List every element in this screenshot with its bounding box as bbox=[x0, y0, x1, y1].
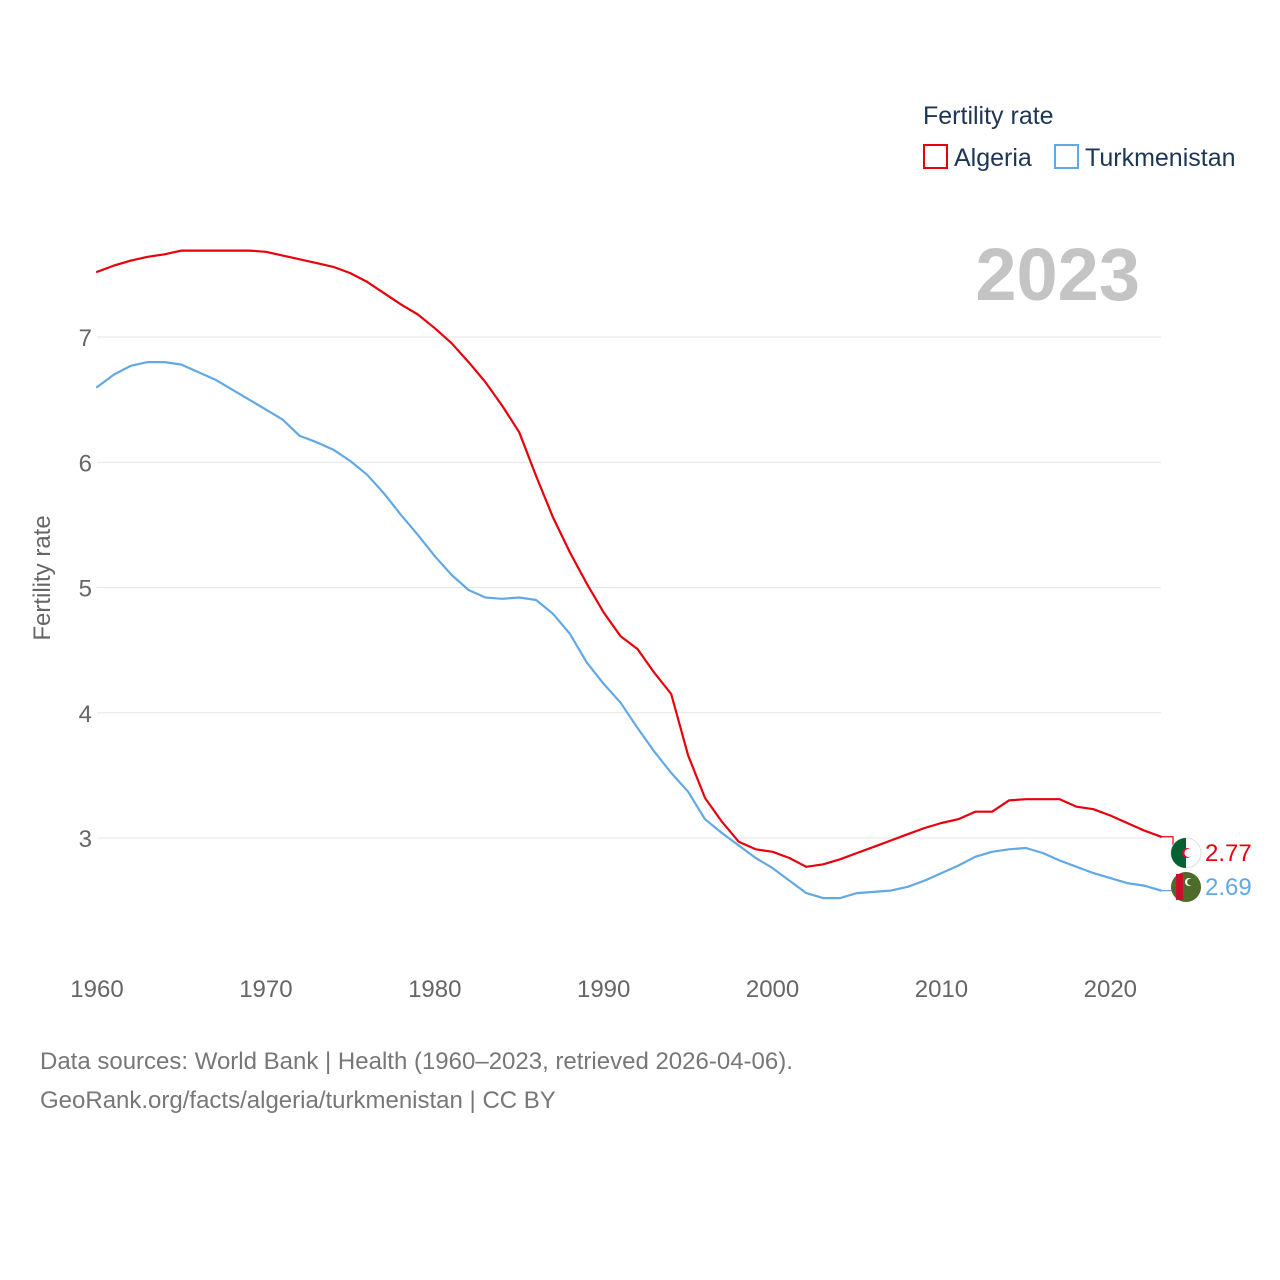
y-axis-ticks: 3 4 5 6 7 bbox=[79, 325, 92, 853]
legend-title: Fertility rate bbox=[923, 102, 1054, 130]
footer: Data sources: World Bank | Health (1960–… bbox=[40, 1042, 793, 1120]
turkmenistan-crescent-cut bbox=[1187, 878, 1194, 886]
turkmenistan-flag-band bbox=[1176, 874, 1183, 900]
series-line-turkmenistan[interactable] bbox=[95, 361, 1163, 900]
y-axis-title: Fertility rate bbox=[29, 515, 56, 640]
legend-label-algeria[interactable]: Algeria bbox=[954, 144, 1032, 172]
series-lines bbox=[95, 249, 1163, 900]
turkmenistan-flag-icon bbox=[1171, 872, 1201, 902]
legend-label-turkmenistan[interactable]: Turkmenistan bbox=[1085, 144, 1236, 172]
source-note: Data sources: World Bank | Health (1960–… bbox=[40, 1048, 793, 1075]
y-tick-label-4: 4 bbox=[79, 701, 92, 728]
year-watermark: 2023 bbox=[975, 233, 1140, 316]
legend-swatch-turkmenistan[interactable] bbox=[1054, 144, 1079, 169]
x-tick-label-2000: 2000 bbox=[746, 976, 799, 1003]
gridlines bbox=[97, 336, 1161, 839]
algeria-flag-green bbox=[1171, 838, 1186, 868]
x-tick-label-1960: 1960 bbox=[70, 976, 123, 1003]
y-tick-label-6: 6 bbox=[79, 450, 92, 477]
x-tick-label-2020: 2020 bbox=[1084, 976, 1137, 1003]
x-tick-label-1990: 1990 bbox=[577, 976, 630, 1003]
legend-swatch-algeria[interactable] bbox=[923, 144, 948, 169]
x-tick-label-1970: 1970 bbox=[239, 976, 292, 1003]
algeria-crescent-cut bbox=[1184, 849, 1193, 857]
x-tick-label-1980: 1980 bbox=[408, 976, 461, 1003]
attribution-note: GeoRank.org/facts/algeria/turkmenistan |… bbox=[40, 1087, 556, 1114]
end-markers: 2.77 2.69 bbox=[1161, 836, 1252, 902]
y-tick-label-3: 3 bbox=[79, 826, 92, 853]
turkmenistan-flag-green bbox=[1171, 872, 1201, 902]
y-tick-label-5: 5 bbox=[79, 576, 92, 603]
x-tick-label-2010: 2010 bbox=[915, 976, 968, 1003]
y-tick-label-7: 7 bbox=[79, 325, 92, 352]
legend: Fertility rate Algeria Turkmenistan bbox=[923, 102, 1236, 172]
x-axis-ticks: 1960 1970 1980 1990 2000 2010 2020 bbox=[70, 976, 1137, 1003]
end-value-label-turkmenistan: 2.69 bbox=[1205, 874, 1252, 901]
series-line-algeria[interactable] bbox=[95, 249, 1163, 868]
end-value-label-algeria: 2.77 bbox=[1205, 840, 1252, 867]
algeria-flag-icon bbox=[1170, 837, 1202, 869]
